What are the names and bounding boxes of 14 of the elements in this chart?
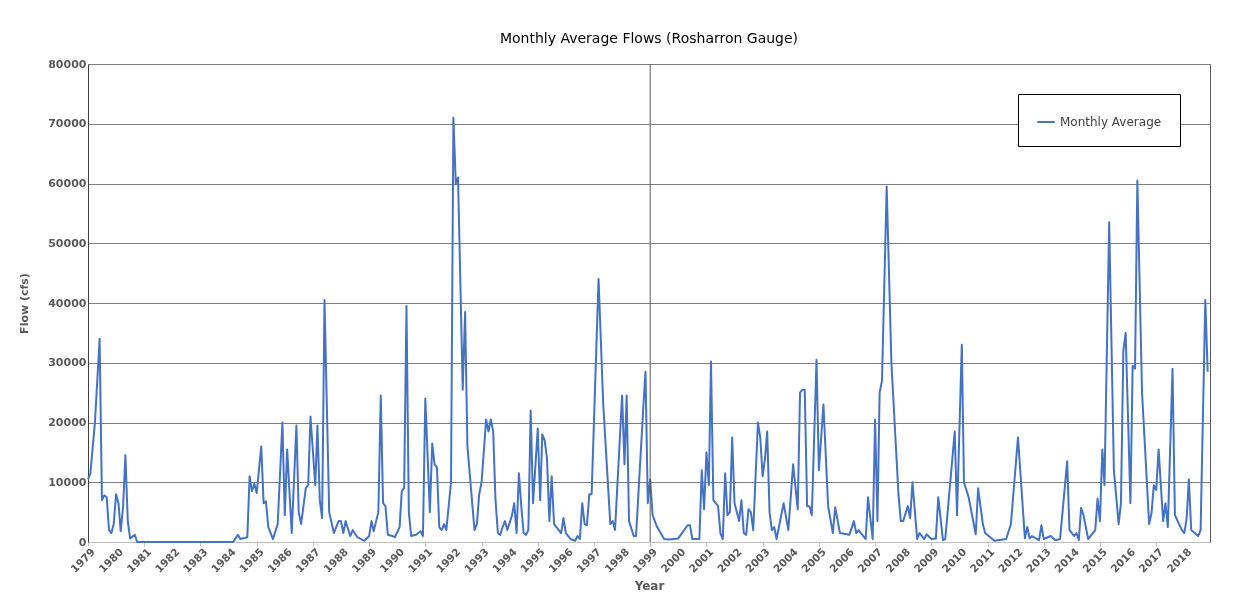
y-tick-label: 20000 (48, 416, 87, 429)
y-tick-label: 70000 (48, 117, 87, 131)
x-axis-title: Year (633, 579, 665, 593)
y-tick-label: 80000 (48, 57, 87, 71)
y-tick-label: 0 (78, 535, 87, 549)
y-tick-label: 50000 (48, 236, 87, 250)
y-axis-title: Flow (cfs) (18, 273, 32, 334)
y-tick-label: 30000 (48, 356, 87, 370)
y-tick-label: 60000 (48, 177, 87, 190)
y-tick-label: 10000 (48, 475, 87, 489)
y-tick-label: 40000 (48, 296, 87, 310)
line-series (87, 116, 1209, 543)
legend-label: Monthly Average (1060, 115, 1162, 129)
chart-title: Monthly Average Flows (Rosharron Gauge) (499, 30, 799, 46)
